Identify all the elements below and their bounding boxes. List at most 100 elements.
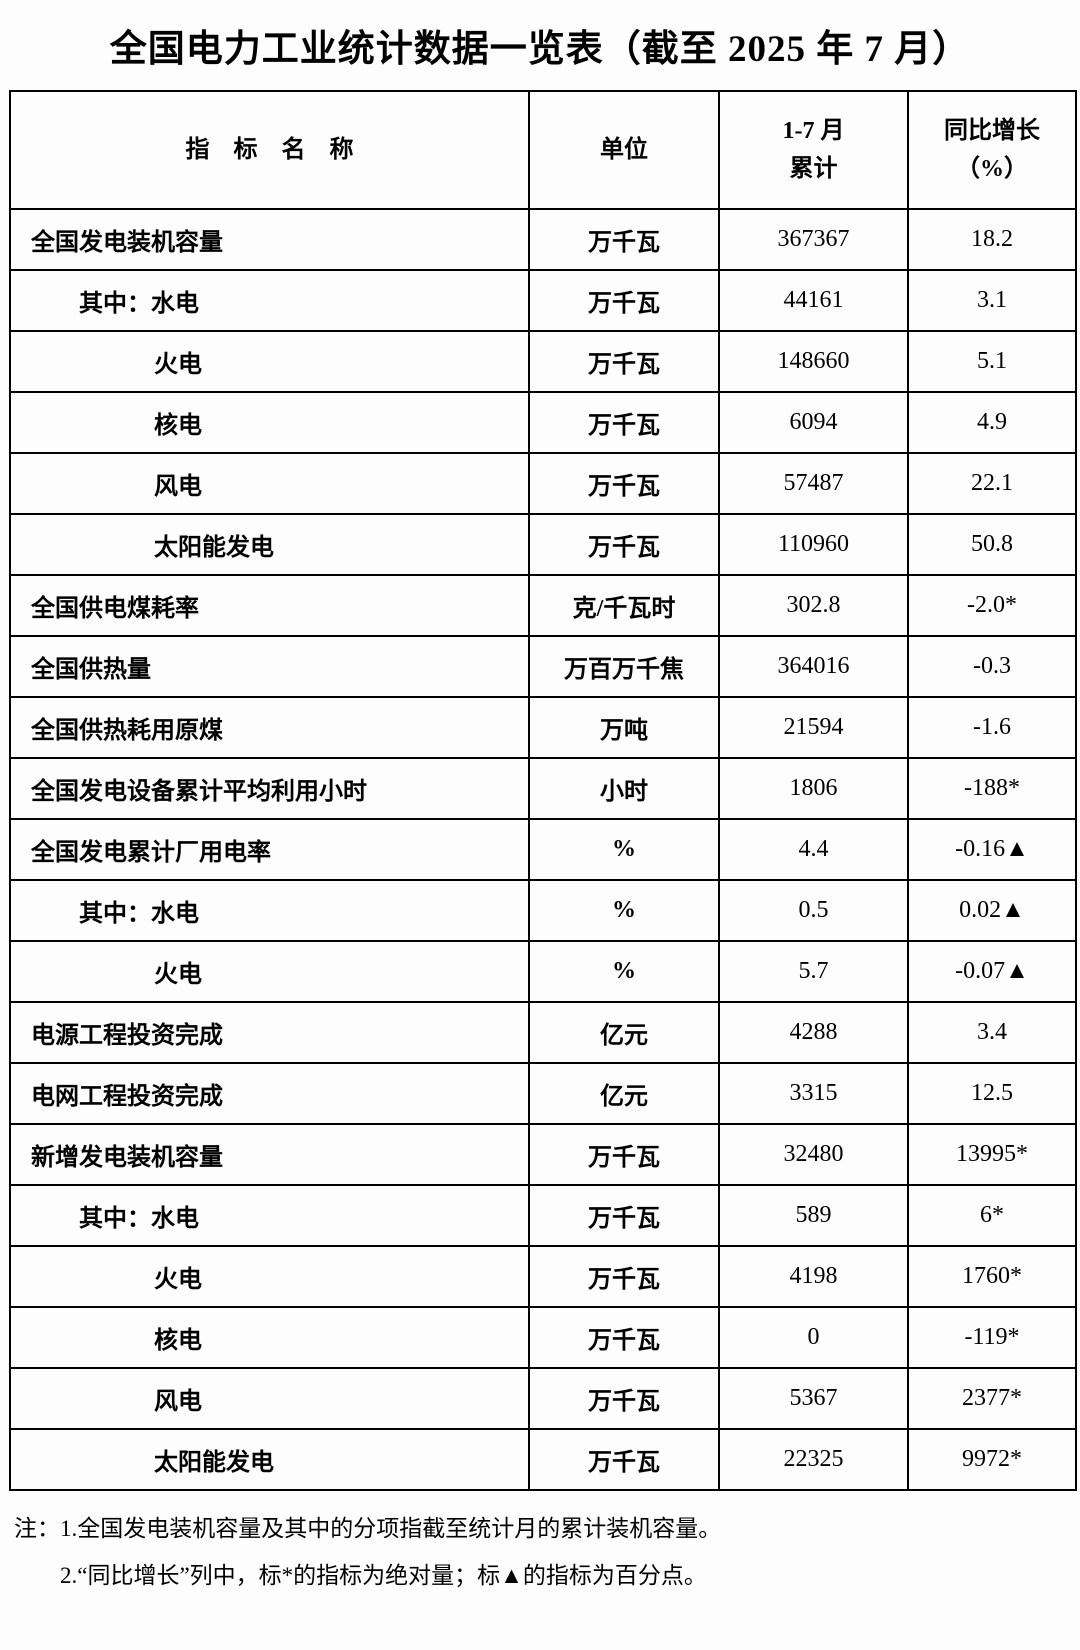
growth-cell: 12.5 [907, 1062, 1077, 1125]
unit-cell: 万千瓦 [528, 330, 720, 393]
unit-cell: 万千瓦 [528, 208, 720, 271]
growth-cell: -0.16▲ [907, 818, 1077, 881]
indicator-cell: 风电 [9, 452, 530, 515]
growth-cell: -2.0* [907, 574, 1077, 637]
indicator-cell: 太阳能发电 [9, 513, 530, 576]
table-row: 新增发电装机容量 万千瓦 32480 13995* [9, 1123, 1077, 1186]
value-cell: 302.8 [718, 574, 909, 637]
col-header-unit: 单位 [528, 90, 720, 210]
col-header-growth-line1: 同比增长 [944, 117, 1040, 144]
unit-cell: % [528, 940, 720, 1003]
table-row: 全国发电装机容量 万千瓦 367367 18.2 [9, 208, 1077, 271]
table-row: 全国供电煤耗率 克/千瓦时 302.8 -2.0* [9, 574, 1077, 637]
value-cell: 364016 [718, 635, 909, 698]
growth-cell: 6* [907, 1184, 1077, 1247]
value-cell: 1806 [718, 757, 909, 820]
indicator-cell: 风电 [9, 1367, 530, 1430]
growth-cell: 5.1 [907, 330, 1077, 393]
col-header-cumulative-line1: 1-7 月 [782, 117, 845, 144]
value-cell: 3315 [718, 1062, 909, 1125]
table-row: 其中：水电% 0.5 0.02▲ [9, 879, 1077, 942]
table-row: 太阳能发电 万千瓦 22325 9972* [9, 1428, 1077, 1491]
table-row: 风电 万千瓦 5367 2377* [9, 1367, 1077, 1430]
value-cell: 44161 [718, 269, 909, 332]
col-header-growth: 同比增长 （%） [907, 90, 1077, 210]
indicator-cell: 火电 [9, 330, 530, 393]
indicator-cell: 全国供电煤耗率 [9, 574, 530, 637]
growth-cell: -188* [907, 757, 1077, 820]
statistics-table: 指 标 名 称 单位 1-7 月 累计 同比增长 （%） 全国发电装机容量 万千瓦… [9, 90, 1077, 1491]
table-row: 核电 万千瓦 6094 4.9 [9, 391, 1077, 454]
indicator-cell: 其中：水电 [9, 269, 530, 332]
indicator-cell: 火电 [9, 1245, 530, 1308]
indicator-cell: 电源工程投资完成 [9, 1001, 530, 1064]
unit-cell: 万千瓦 [528, 391, 720, 454]
unit-cell: 克/千瓦时 [528, 574, 720, 637]
unit-cell: 万千瓦 [528, 1428, 720, 1491]
value-cell: 5.7 [718, 940, 909, 1003]
value-cell: 110960 [718, 513, 909, 576]
note-line-2: 2.“同比增长”列中，标*的指标为绝对量；标▲的指标为百分点。 [60, 1563, 707, 1588]
unit-cell: 万千瓦 [528, 452, 720, 515]
growth-cell: 2377* [907, 1367, 1077, 1430]
table-row: 火电 万千瓦 148660 5.1 [9, 330, 1077, 393]
growth-cell: 3.1 [907, 269, 1077, 332]
indicator-cell: 新增发电装机容量 [9, 1123, 530, 1186]
indicator-cell: 全国发电累计厂用电率 [9, 818, 530, 881]
note-line-1: 注：1.全国发电装机容量及其中的分项指截至统计月的累计装机容量。 [14, 1516, 722, 1541]
table-row: 火电% 5.7 -0.07▲ [9, 940, 1077, 1003]
value-cell: 148660 [718, 330, 909, 393]
value-cell: 0.5 [718, 879, 909, 942]
growth-cell: 22.1 [907, 452, 1077, 515]
table-row: 电源工程投资完成 亿元 4288 3.4 [9, 1001, 1077, 1064]
col-header-growth-line2: （%） [956, 156, 1028, 182]
col-header-indicator: 指 标 名 称 [9, 90, 530, 210]
unit-cell: 万千瓦 [528, 269, 720, 332]
unit-cell: 小时 [528, 757, 720, 820]
unit-cell: % [528, 879, 720, 942]
growth-cell: 3.4 [907, 1001, 1077, 1064]
growth-cell: -1.6 [907, 696, 1077, 759]
value-cell: 5367 [718, 1367, 909, 1430]
growth-cell: -0.3 [907, 635, 1077, 698]
table-row: 风电 万千瓦 57487 22.1 [9, 452, 1077, 515]
growth-cell: -119* [907, 1306, 1077, 1369]
table-row: 太阳能发电 万千瓦 110960 50.8 [9, 513, 1077, 576]
page-title: 全国电力工业统计数据一览表（截至 2025 年 7 月） [109, 29, 971, 70]
unit-cell: 亿元 [528, 1062, 720, 1125]
unit-cell: 万百万千焦 [528, 635, 720, 698]
growth-cell: 13995* [907, 1123, 1077, 1186]
unit-cell: 万千瓦 [528, 1367, 720, 1430]
notes: 注：1.全国发电装机容量及其中的分项指截至统计月的累计装机容量。 2.“同比增长… [14, 1505, 1080, 1599]
indicator-cell: 核电 [9, 1306, 530, 1369]
value-cell: 4.4 [718, 818, 909, 881]
value-cell: 4198 [718, 1245, 909, 1308]
unit-cell: 亿元 [528, 1001, 720, 1064]
growth-cell: 9972* [907, 1428, 1077, 1491]
value-cell: 32480 [718, 1123, 909, 1186]
unit-cell: % [528, 818, 720, 881]
unit-cell: 万千瓦 [528, 1245, 720, 1308]
table-row: 全国发电设备累计平均利用小时 小时 1806 -188* [9, 757, 1077, 820]
unit-cell: 万千瓦 [528, 1123, 720, 1186]
header-row: 指 标 名 称 单位 1-7 月 累计 同比增长 （%） [9, 90, 1077, 210]
value-cell: 22325 [718, 1428, 909, 1491]
indicator-cell: 电网工程投资完成 [9, 1062, 530, 1125]
value-cell: 57487 [718, 452, 909, 515]
growth-cell: 4.9 [907, 391, 1077, 454]
unit-cell: 万吨 [528, 696, 720, 759]
table-body: 全国发电装机容量 万千瓦 367367 18.2 其中：水电 万千瓦 44161 3.1 火电万… [9, 208, 1077, 1491]
table-row: 全国发电累计厂用电率% 4.4 -0.16▲ [9, 818, 1077, 881]
table-row: 其中：水电 万千瓦 44161 3.1 [9, 269, 1077, 332]
growth-cell: 18.2 [907, 208, 1077, 271]
indicator-cell: 全国供热耗用原煤 [9, 696, 530, 759]
unit-cell: 万千瓦 [528, 513, 720, 576]
unit-cell: 万千瓦 [528, 1306, 720, 1369]
value-cell: 21594 [718, 696, 909, 759]
value-cell: 6094 [718, 391, 909, 454]
growth-cell: 1760* [907, 1245, 1077, 1308]
value-cell: 0 [718, 1306, 909, 1369]
col-header-cumulative: 1-7 月 累计 [718, 90, 909, 210]
indicator-cell: 火电 [9, 940, 530, 1003]
title-block: 全国电力工业统计数据一览表（截至 2025 年 7 月） [0, 0, 1080, 90]
